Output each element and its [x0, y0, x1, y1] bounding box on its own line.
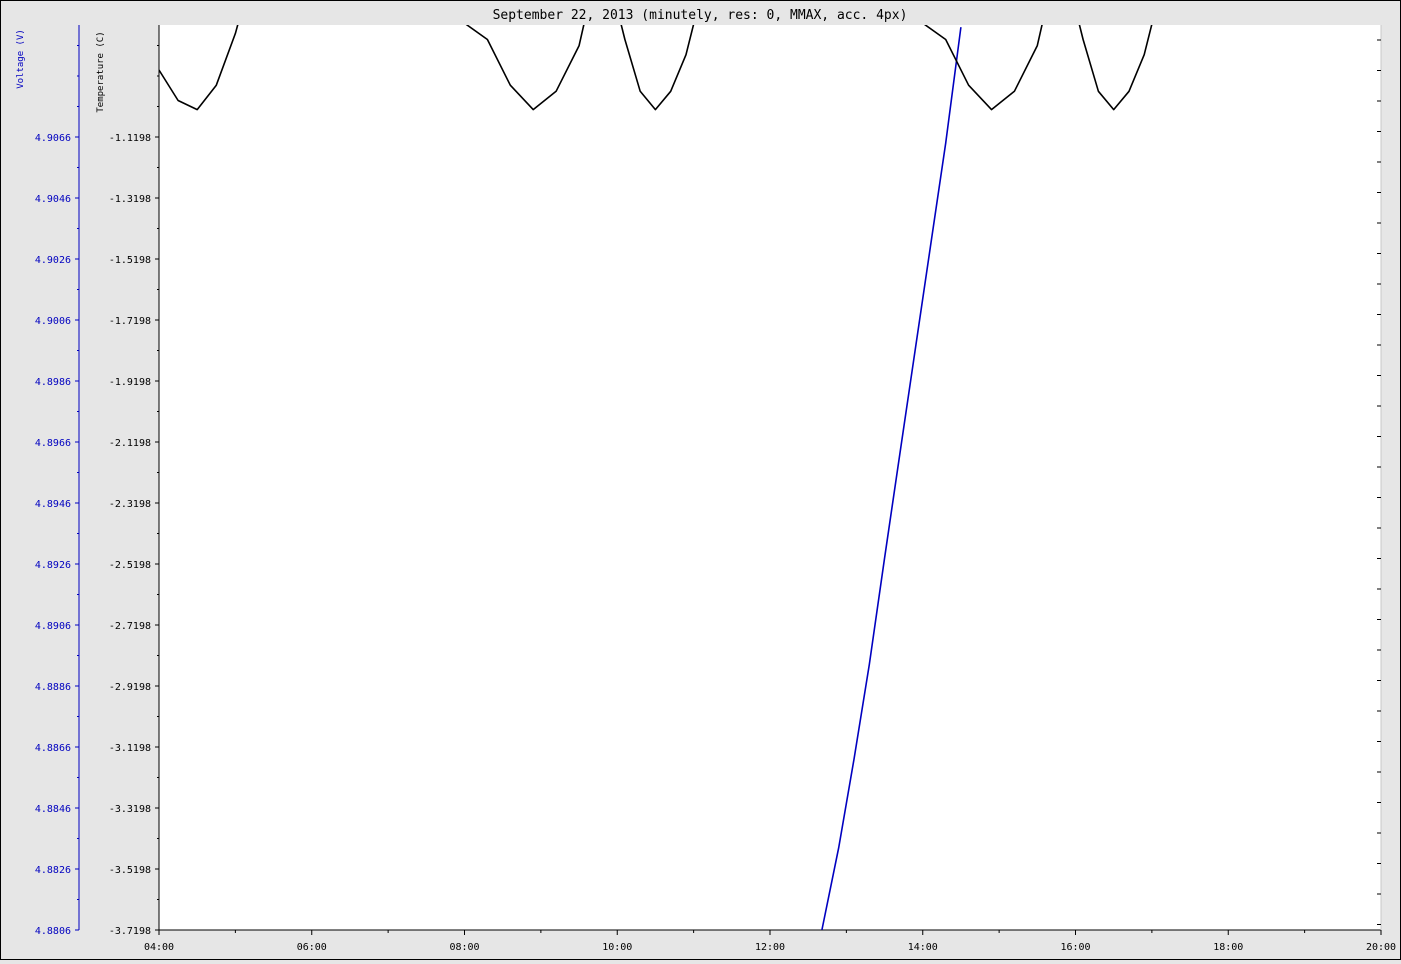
temperature-tick-label: -3.7198 — [109, 926, 151, 937]
x-tick-label: 12:00 — [755, 942, 785, 953]
voltage-ticks: 4.9066 4.9046 4.9026 4.9006 4.8986 4.8966 4.89… — [35, 45, 79, 937]
x-tick-label: 10:00 — [602, 942, 632, 953]
temperature-tick-label: -2.9198 — [109, 682, 151, 693]
x-tick-label: 08:00 — [449, 942, 479, 953]
temperature-tick-label: -3.1198 — [109, 743, 151, 754]
x-tick-label: 18:00 — [1213, 942, 1243, 953]
voltage-tick-label: 4.8906 — [35, 621, 71, 632]
voltage-tick-label: 4.8826 — [35, 865, 71, 876]
temperature-tick-label: -2.3198 — [109, 499, 151, 510]
voltage-tick-label: 4.9046 — [35, 194, 71, 205]
series-voltage-line — [821, 27, 962, 930]
temperature-tick-label: -1.5198 — [109, 255, 151, 266]
x-tick-label: 20:00 — [1366, 942, 1396, 953]
plot-area — [159, 25, 1381, 930]
x-ticks: 04:00 06:00 08:00 10:00 12:00 14:00 16:00 18:00… — [144, 39, 1396, 953]
voltage-tick-label: 4.9066 — [35, 133, 71, 144]
temperature-tick-label: -3.5198 — [109, 865, 151, 876]
temperature-tick-label: -2.1198 — [109, 438, 151, 449]
voltage-tick-label: 4.8886 — [35, 682, 71, 693]
voltage-tick-label: 4.8946 — [35, 499, 71, 510]
x-tick-label: 14:00 — [908, 942, 938, 953]
voltage-tick-label: 4.8806 — [35, 926, 71, 937]
x-tick-label: 16:00 — [1060, 942, 1090, 953]
temperature-tick-label: -1.3198 — [109, 194, 151, 205]
temperature-tick-label: -2.7198 — [109, 621, 151, 632]
voltage-tick-label: 4.8966 — [35, 438, 71, 449]
temperature-tick-label: -2.5198 — [109, 560, 151, 571]
x-tick-label: 04:00 — [144, 942, 174, 953]
temperature-axis-label: Temperature (C) — [96, 31, 106, 112]
voltage-tick-label: 4.9026 — [35, 255, 71, 266]
x-tick-label: 06:00 — [297, 942, 327, 953]
temperature-tick-label: -1.1198 — [109, 133, 151, 144]
temperature-tick-label: -3.3198 — [109, 804, 151, 815]
voltage-tick-label: 4.8926 — [35, 560, 71, 571]
temperature-tick-label: -1.9198 — [109, 377, 151, 388]
voltage-tick-label: 4.8846 — [35, 804, 71, 815]
temperature-ticks: -1.1198 -1.3198 -1.5198 -1.7198 -1.9198 -2.11… — [109, 45, 159, 937]
chart-title: September 22, 2013 (minutely, res: 0, MM… — [493, 8, 908, 23]
series-temperature-line — [159, 25, 1153, 111]
series-layer — [159, 25, 1153, 930]
voltage-tick-label: 4.8986 — [35, 377, 71, 388]
temperature-tick-label: -1.7198 — [109, 316, 151, 327]
voltage-tick-label: 4.8866 — [35, 743, 71, 754]
voltage-tick-label: 4.9006 — [35, 316, 71, 327]
voltage-axis-label: Voltage (V) — [16, 29, 26, 89]
